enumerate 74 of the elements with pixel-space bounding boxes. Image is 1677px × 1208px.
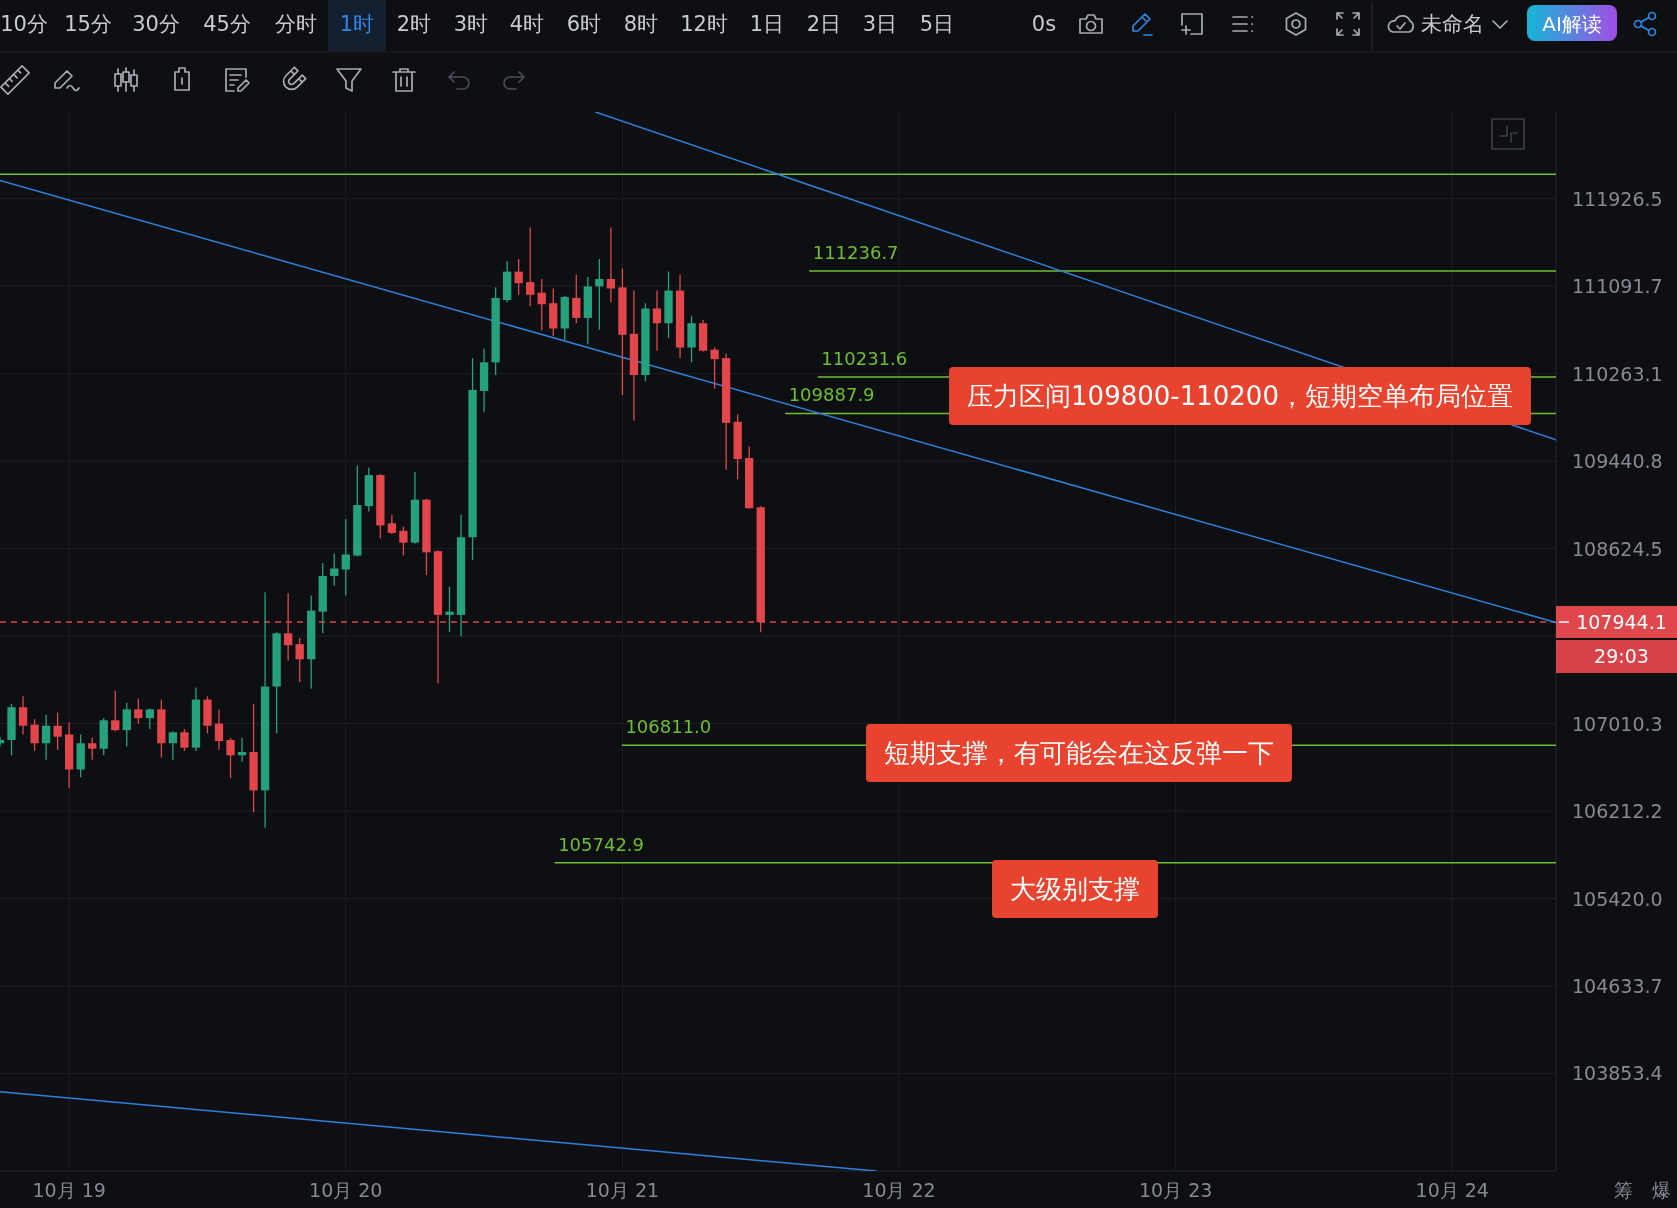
text: 15分	[64, 12, 112, 36]
candlestick	[652, 289, 662, 352]
candlestick	[226, 737, 235, 779]
text: 2日	[806, 12, 842, 36]
series-label: 110231.6	[821, 347, 908, 369]
text: 爆	[1651, 1179, 1671, 1201]
y-tick-label: 111091.7	[1572, 275, 1663, 298]
candlestick	[53, 712, 62, 751]
x-tick-label: 10月 21	[585, 1179, 660, 1201]
x-tick-label: 10月 19	[32, 1179, 106, 1201]
candlestick	[30, 718, 39, 752]
x-tick-label: 10月 22	[862, 1179, 936, 1201]
text: 筹	[1613, 1179, 1633, 1201]
candlestick	[41, 714, 51, 761]
ref-line-label: 107944.1	[1576, 611, 1667, 634]
candlestick	[445, 586, 454, 633]
text: 3日	[862, 12, 898, 36]
y-tick-label: 108624.5	[1572, 537, 1663, 560]
series-label: 106811.0	[625, 715, 712, 737]
y-tick-label: 105420.0	[1572, 887, 1663, 910]
text: 10分	[0, 12, 48, 36]
candlestick	[330, 552, 339, 587]
text: AI解读	[1542, 12, 1602, 36]
y-tick-label: 110263.1	[1572, 362, 1663, 385]
candlestick	[537, 278, 546, 332]
text: 12时	[680, 12, 728, 36]
text: 0s	[1031, 12, 1057, 36]
text: 30分	[132, 12, 180, 36]
text: 6时	[566, 12, 602, 36]
candlestick	[214, 708, 224, 751]
y-tick-label: 111926.5	[1572, 187, 1663, 210]
candlestick	[134, 697, 143, 725]
y-tick-label: 103853.4	[1572, 1062, 1663, 1085]
candlestick	[145, 707, 154, 730]
candlestick	[526, 226, 535, 307]
text: 29:03	[1594, 645, 1649, 668]
candlestick	[111, 690, 120, 732]
x-tick-label: 10月 23	[1138, 1179, 1213, 1201]
text: 1时	[339, 12, 375, 36]
candlestick	[710, 346, 719, 390]
x-tick-label: 10月 20	[309, 1179, 383, 1201]
annotation: 大级别支撑	[1010, 874, 1140, 904]
series-label: 109887.9	[788, 383, 875, 405]
annotation: 短期支撑，有可能会在这反弹一下	[884, 738, 1274, 768]
candlestick	[387, 514, 397, 535]
text: 4时	[509, 12, 545, 36]
x-tick-label: 10月 24	[1415, 1179, 1489, 1201]
text: 5日	[919, 12, 955, 36]
candlestick	[122, 702, 131, 748]
candlestick	[295, 636, 304, 683]
text: 45分	[203, 12, 251, 36]
annotation: 压力区间109800-110200，短期空单布局位置	[967, 381, 1513, 411]
candlestick	[18, 695, 28, 736]
candlestick	[88, 737, 97, 761]
candlestick	[341, 518, 350, 597]
candlestick	[572, 274, 581, 324]
candlestick	[180, 728, 189, 752]
y-tick-label: 109440.8	[1572, 450, 1663, 473]
text: 未命名	[1420, 12, 1484, 36]
y-tick-label: 106212.2	[1572, 800, 1663, 823]
candlestick	[399, 525, 408, 557]
series-label: 111236.7	[812, 241, 899, 263]
y-tick-label: 104633.7	[1572, 974, 1663, 997]
series-label: 105742.9	[558, 833, 645, 855]
candlestick	[514, 258, 523, 296]
text: 2时	[396, 12, 432, 36]
candlestick	[595, 258, 604, 331]
text: 1日	[749, 12, 785, 36]
text: 分时	[275, 12, 317, 36]
y-tick-label: 107010.3	[1572, 712, 1663, 735]
candlestick	[606, 226, 616, 303]
candlestick	[168, 730, 178, 761]
text: 3时	[453, 12, 489, 36]
text: 8时	[623, 12, 659, 36]
